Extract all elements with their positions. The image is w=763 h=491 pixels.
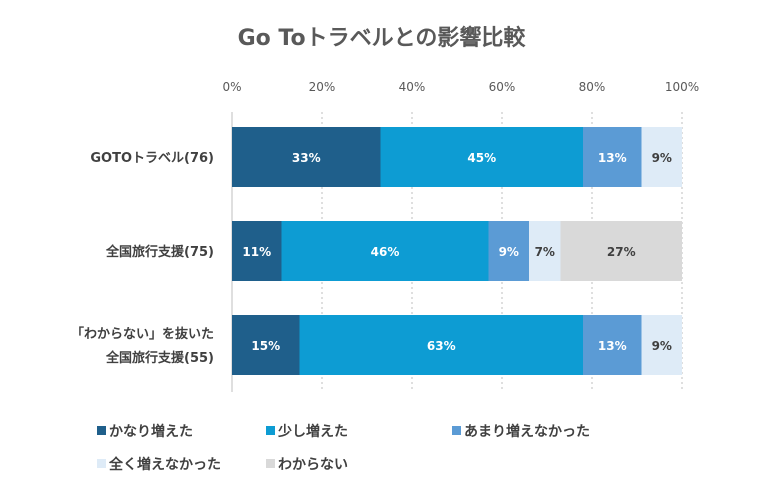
legend-label: 少し増えた [277, 423, 348, 440]
x-tick-label: 60% [489, 80, 516, 94]
bar-segment [641, 315, 682, 375]
data-label: 15% [251, 339, 280, 353]
legend-label: あまり増えなかった [464, 423, 590, 440]
data-label: 33% [292, 151, 321, 165]
bar-segment [641, 127, 682, 187]
bar-segment [232, 221, 282, 281]
bar-segment [529, 221, 561, 281]
category-label: 全国旅行支援(55) [105, 350, 214, 366]
legend-label: わからない [278, 457, 348, 473]
data-label: 11% [242, 245, 271, 259]
legend-swatch [266, 426, 275, 435]
x-tick-label: 40% [399, 80, 426, 94]
data-label: 45% [467, 151, 496, 165]
x-tick-label: 0% [222, 80, 241, 94]
data-label: 9% [499, 245, 519, 259]
category-label: 全国旅行支援(75) [105, 244, 214, 260]
bar-segment [560, 221, 682, 281]
x-tick-label: 100% [665, 80, 699, 94]
data-label: 46% [371, 245, 400, 259]
category-label: 「わからない」を抜いた [71, 326, 214, 342]
data-label: 13% [598, 339, 627, 353]
legend-label: 全く増えなかった [108, 456, 221, 473]
category-label: GOTOトラベル(76) [90, 151, 214, 166]
bar-segment [232, 127, 381, 187]
chart-title: Go Toトラベルとの影響比較 [237, 26, 526, 51]
data-label: 7% [535, 245, 555, 259]
bar-segment [299, 315, 583, 375]
x-tick-label: 20% [309, 80, 336, 94]
data-label: 9% [652, 151, 672, 165]
legend-swatch [97, 459, 106, 468]
bar-segment [583, 315, 642, 375]
bar-segment [488, 221, 529, 281]
data-label: 9% [652, 339, 672, 353]
legend-label: かなり増えた [109, 423, 193, 440]
data-label: 13% [598, 151, 627, 165]
bar-segment [281, 221, 489, 281]
bar-segment [232, 315, 300, 375]
legend-swatch [266, 459, 275, 468]
legend-swatch [97, 426, 106, 435]
x-tick-label: 80% [579, 80, 606, 94]
legend-swatch [452, 426, 461, 435]
bar-segment [380, 127, 583, 187]
bar-segment [583, 127, 642, 187]
data-label: 27% [607, 245, 636, 259]
data-label: 63% [427, 339, 456, 353]
